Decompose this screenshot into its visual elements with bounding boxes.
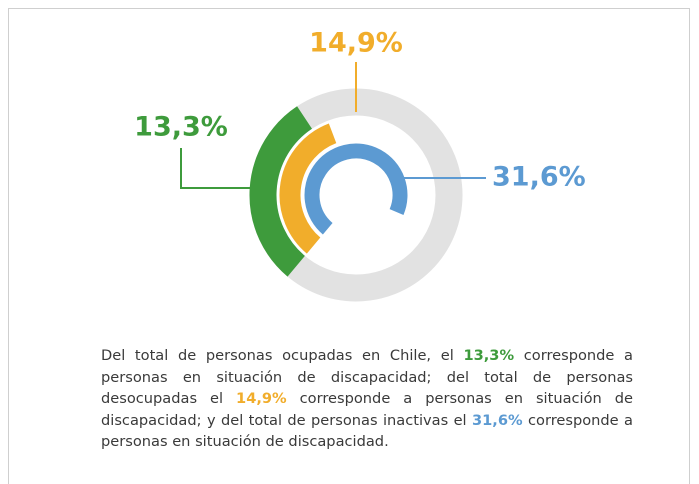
description: Del total de personas ocupadas en Chile,…	[101, 345, 633, 453]
chart: 13,3% 14,9% 31,6%	[134, 28, 586, 302]
ring-arc	[304, 143, 408, 235]
ring-arc	[249, 106, 313, 277]
description-text: corresponde a personas en situación de d…	[101, 411, 633, 451]
description-text: corresponde a personas en situación de d…	[101, 347, 633, 407]
frame	[8, 8, 690, 484]
description-text: corresponde a personas en situación de d…	[101, 390, 633, 429]
value-label: 13,3%	[134, 112, 228, 143]
leader-line	[180, 148, 252, 189]
highlight-value: 13,3%	[463, 347, 515, 364]
ring-arc	[279, 123, 337, 254]
description-text: Del total de personas ocupadas en Chile,…	[101, 347, 464, 364]
value-label: 14,9%	[309, 28, 403, 59]
highlight-value: 14,9%	[236, 390, 287, 407]
value-label: 31,6%	[492, 162, 586, 193]
highlight-value: 31,6%	[472, 411, 523, 429]
